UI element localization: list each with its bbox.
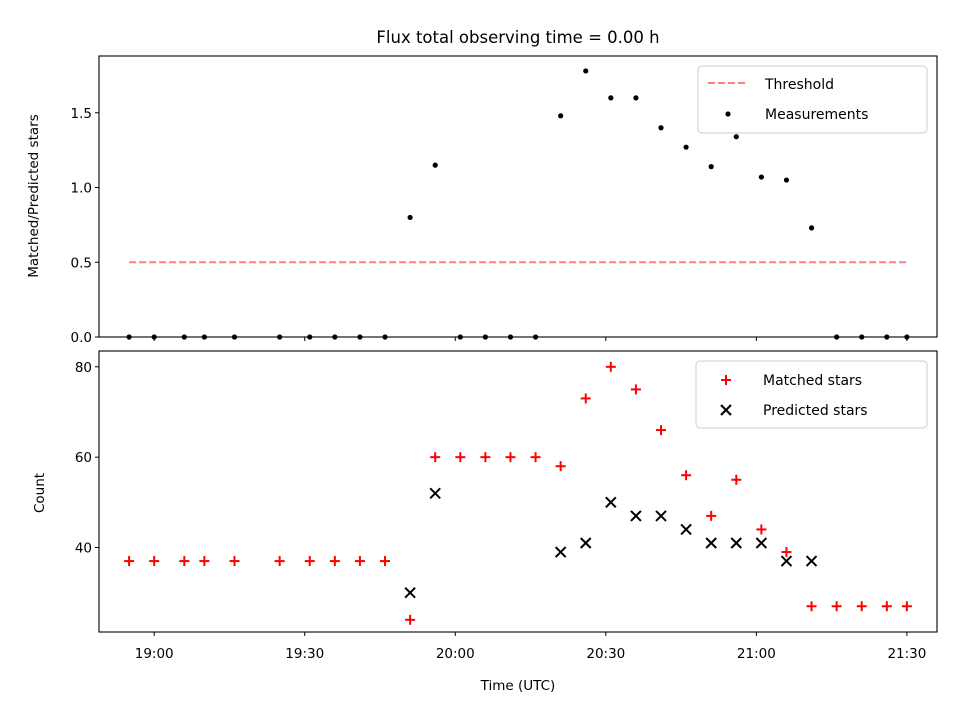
matched-star-point: [304, 556, 315, 567]
matched-star-point: [555, 461, 566, 472]
matched-star-point: [831, 601, 842, 612]
matched-star-point: [455, 452, 466, 463]
predicted-star-point: [680, 523, 692, 536]
predicted-star-point: [730, 537, 742, 549]
bottom-plot-marks: [124, 361, 912, 625]
matched-star-point: [505, 452, 516, 463]
matched-star-point: [329, 556, 340, 567]
legend-predicted-label: Predicted stars: [763, 403, 868, 419]
x-tick-label: 20:00: [436, 646, 475, 662]
panel-bottom: Count Time (UTC) 40 60 80 19:00 19:30 20:00 2…: [32, 350, 938, 694]
legend-top-box: [697, 65, 928, 134]
matched-star-point: [480, 452, 491, 463]
measurement-point: [558, 113, 564, 119]
matched-star-point: [731, 474, 742, 485]
matched-star-point: [630, 384, 641, 395]
y-tick-label: 40: [75, 541, 92, 557]
matched-star-point: [430, 452, 441, 463]
measurement-point: [407, 214, 413, 221]
predicted-star-point: [554, 546, 567, 558]
matched-star-point: [605, 361, 616, 372]
matched-star-point: [354, 556, 365, 567]
measurement-point: [633, 95, 639, 101]
measurement-point: [432, 162, 438, 168]
matched-star-point: [530, 452, 541, 463]
matched-star-point: [124, 556, 135, 567]
legend-threshold-label: Threshold: [764, 77, 834, 93]
predicted-star-point: [780, 555, 793, 567]
matched-star-point: [656, 425, 667, 436]
measurement-point: [683, 144, 689, 150]
x-tick-label: 21:00: [737, 646, 776, 662]
matched-star-point: [706, 510, 717, 521]
matched-star-point: [405, 614, 416, 625]
matched-star-point: [380, 556, 391, 567]
matched-star-point: [806, 601, 817, 612]
predicted-star-point: [705, 537, 717, 549]
x-tick-label: 20:30: [586, 646, 625, 662]
matched-star-point: [756, 524, 767, 535]
matched-star-point: [681, 470, 692, 481]
measurement-point: [783, 177, 790, 183]
matched-star-point: [901, 601, 912, 612]
matched-star-point: [179, 556, 190, 567]
legend-measurements-swatch: [725, 111, 731, 117]
legend-measurements-label: Measurements: [765, 107, 868, 123]
y-tick-label: 80: [75, 360, 92, 376]
chart-title: Flux total observing time = 0.00 h: [376, 28, 659, 47]
top-axes-frame: [98, 55, 938, 338]
legend-top: Threshold Measurements: [697, 65, 928, 134]
matched-star-point: [781, 547, 792, 558]
bottom-axes-frame: [98, 350, 938, 633]
y-tick-label: 1.5: [71, 106, 92, 122]
predicted-star-point: [404, 586, 416, 599]
legend-bottom-box: [695, 360, 928, 429]
predicted-star-point: [580, 537, 592, 549]
predicted-star-point: [630, 510, 642, 522]
top-y-ticks: 0.0 0.5 1.0 1.5: [71, 106, 99, 346]
matched-star-point: [229, 556, 240, 567]
predicted-star-point: [429, 487, 441, 500]
predicted-star-point: [655, 510, 667, 522]
x-tick-label: 21:30: [887, 646, 926, 662]
matched-star-point: [199, 556, 210, 567]
bottom-x-ticks: 19:00 19:30 20:00 20:30 21:00 21:30: [135, 632, 926, 662]
matched-star-point: [856, 601, 867, 612]
measurement-point: [733, 134, 739, 140]
legend-matched-label: Matched stars: [763, 373, 862, 389]
matched-star-point: [274, 556, 285, 567]
x-tick-label: 19:00: [135, 646, 174, 662]
measurement-point: [758, 174, 764, 180]
y-tick-label: 60: [75, 450, 92, 466]
x-axis-label: Time (UTC): [480, 678, 556, 694]
matched-star-point: [149, 556, 160, 567]
measurement-point: [583, 68, 589, 74]
matched-star-point: [580, 393, 591, 404]
y-tick-label: 0.0: [71, 330, 92, 346]
y-axis-label-top: Matched/Predicted stars: [26, 114, 42, 277]
predicted-star-point: [755, 537, 768, 549]
measurement-point: [708, 164, 714, 170]
bottom-y-ticks: 40 60 80: [75, 360, 99, 557]
y-axis-label-bottom: Count: [32, 473, 48, 513]
predicted-star-point: [805, 555, 818, 567]
measurement-point: [608, 95, 614, 101]
panel-top: Flux total observing time = 0.00 h Match…: [26, 28, 938, 346]
x-tick-label: 19:30: [285, 646, 324, 662]
legend-predicted-swatch: [720, 404, 732, 416]
matched-star-point: [881, 601, 892, 612]
y-tick-label: 1.0: [71, 181, 92, 197]
measurement-point: [808, 225, 815, 231]
predicted-star-point: [605, 496, 617, 509]
legend-bottom: Matched stars Predicted stars: [695, 360, 928, 429]
y-tick-label: 0.5: [71, 255, 92, 271]
measurement-point: [658, 125, 664, 131]
legend-matched-swatch: [721, 375, 731, 385]
